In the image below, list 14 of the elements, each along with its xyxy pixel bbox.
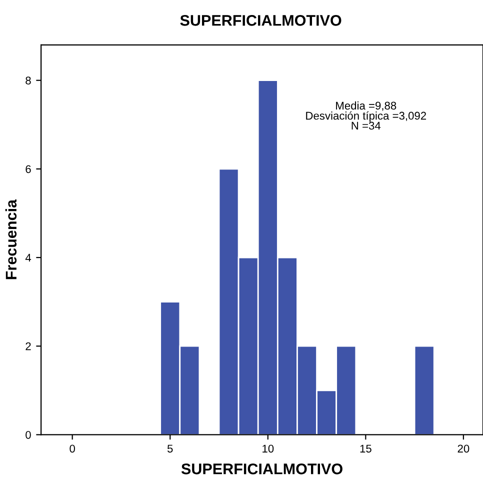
x-tick-label: 20 (458, 444, 470, 453)
x-tick-label: 0 (70, 444, 75, 453)
y-tick-label: 2 (26, 342, 31, 350)
x-axis-title: SUPERFICIALMOTIVO (181, 464, 342, 474)
y-tick-label: 6 (26, 165, 31, 174)
annotation: Media =9,88 Desviación típica =3,092 N =34 (306, 101, 426, 130)
x-tick-label: 10 (262, 444, 274, 453)
chart-title: SUPERFICIALMOTIVO (180, 15, 342, 26)
y-axis-title: Frecuencia (5, 199, 17, 280)
y-tick-label: 8 (26, 76, 31, 84)
y-tick-label: 4 (25, 254, 32, 262)
y-tick-label: 0 (26, 430, 31, 439)
x-tick-label: 15 (360, 444, 372, 453)
x-tick-label: 5 (167, 444, 173, 453)
